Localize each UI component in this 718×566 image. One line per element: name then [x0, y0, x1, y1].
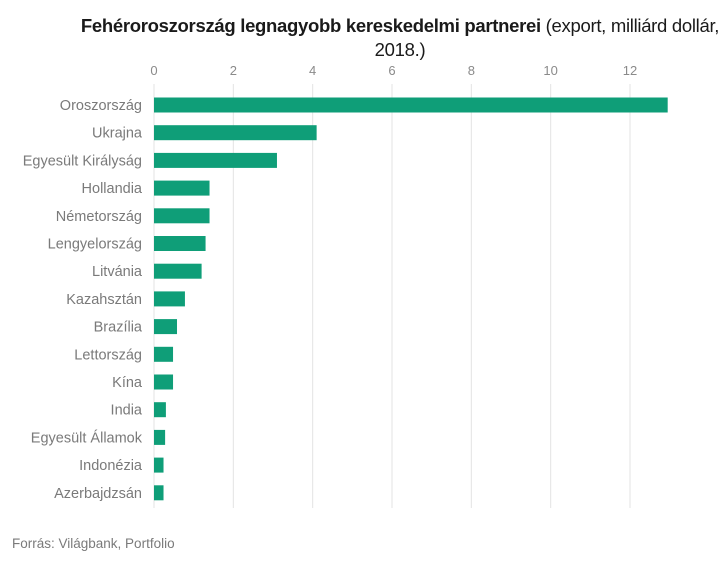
chart-title: Fehéroroszország legnagyobb kereskedelmi… [80, 14, 718, 62]
x-tick-label: 2 [230, 63, 237, 78]
bar-11 [154, 402, 166, 418]
bar-7 [154, 291, 185, 307]
bar-10 [154, 374, 174, 390]
category-label: Hollandia [82, 181, 143, 197]
chart-title-rest: (export, milliárd dollár, 2018.) [374, 15, 718, 60]
category-labels: Oroszország Ukrajna Egyesült Királyság Holl… [23, 98, 143, 502]
category-label: Németország [56, 209, 142, 225]
bar-6 [154, 263, 202, 279]
x-axis-ticks: 0 2 4 6 8 10 12 [150, 63, 637, 78]
category-label: Oroszország [60, 98, 142, 114]
x-tick-label: 8 [468, 63, 475, 78]
gridlines [153, 84, 631, 508]
category-label: Egyesült Királyság [23, 153, 142, 169]
category-label: Litvánia [92, 264, 143, 280]
category-label: Lengyelország [48, 237, 142, 253]
x-tick-label: 4 [309, 63, 316, 78]
chart-title-bold: Fehéroroszország legnagyobb kereskedelmi… [80, 15, 541, 36]
bar-14 [154, 485, 164, 501]
bar-12 [154, 429, 166, 445]
x-tick-label: 0 [150, 63, 157, 78]
x-tick-label: 6 [388, 63, 395, 78]
category-label: Brazília [94, 320, 143, 336]
bar-1 [154, 125, 317, 141]
category-label: Azerbajdzsán [54, 486, 142, 502]
source-note: Forrás: Világbank, Portfolio [12, 536, 175, 551]
category-label: Kína [112, 375, 143, 391]
category-label: Indonézia [79, 458, 143, 474]
bar-2 [154, 152, 277, 168]
bar-3 [154, 180, 210, 196]
bar-9 [154, 346, 174, 362]
x-tick-label: 12 [623, 63, 637, 78]
category-label: Ukrajna [92, 126, 143, 142]
bar-4 [154, 208, 210, 224]
bar-0 [154, 97, 668, 113]
category-label: Kazahsztán [66, 292, 142, 308]
category-label: Egyesült Államok [31, 429, 143, 446]
bar-13 [154, 457, 164, 473]
bar-5 [154, 236, 206, 251]
category-label: India [111, 403, 143, 419]
x-tick-label: 10 [543, 63, 557, 78]
bar-8 [154, 319, 178, 335]
bars [154, 97, 668, 501]
category-label: Lettország [74, 347, 142, 363]
